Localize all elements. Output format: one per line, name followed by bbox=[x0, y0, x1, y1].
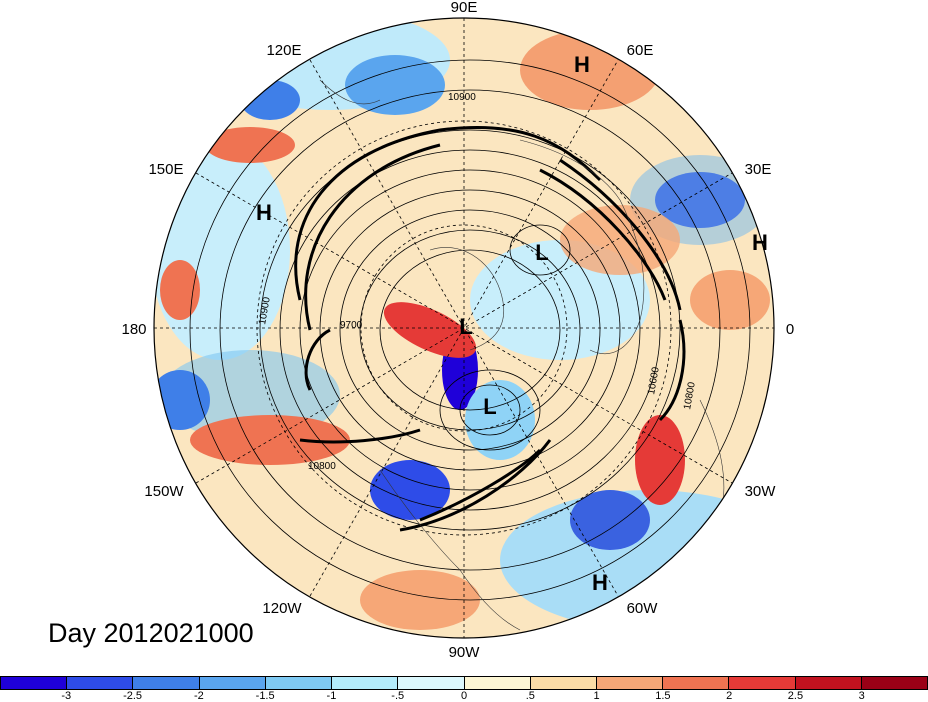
colorbar-segment bbox=[1, 677, 68, 689]
graticule bbox=[154, 18, 774, 638]
colorbar-segment bbox=[795, 677, 862, 689]
contour-label-10900-left: 10900 bbox=[257, 296, 273, 326]
colorbar-tick-label: 1 bbox=[593, 690, 600, 702]
low-center-1: L bbox=[535, 240, 548, 265]
colorbar-tick-label: 2.5 bbox=[787, 690, 804, 702]
lon-label-30e: 30E bbox=[745, 161, 772, 178]
high-center-3: H bbox=[752, 230, 768, 255]
low-center-2: L bbox=[459, 314, 472, 339]
colorbar-tick-label: -2 bbox=[193, 690, 204, 702]
lon-label-120e: 120E bbox=[266, 42, 301, 59]
colorbar-tick-label: -1 bbox=[326, 690, 337, 702]
polar-map: 90E 60E 30E 0 30W 60W 90W 120W 150W 180 … bbox=[121, 0, 794, 661]
colorbar-segment bbox=[67, 677, 134, 689]
lon-label-60e: 60E bbox=[627, 42, 654, 59]
colorbar-segment bbox=[729, 677, 796, 689]
low-center-3: L bbox=[483, 394, 496, 419]
contour-label-10600: 10600 bbox=[646, 366, 662, 396]
colorbar-tick-label: 2 bbox=[726, 690, 733, 702]
date-label: Day 2012021000 bbox=[48, 618, 254, 648]
map-boundary bbox=[153, 17, 775, 639]
contour-label-10900-top: 10900 bbox=[448, 92, 476, 103]
contour-label-9700: 9700 bbox=[340, 320, 363, 331]
colorbar-segment bbox=[199, 677, 266, 689]
colorbar-tick-label: 1.5 bbox=[655, 690, 671, 702]
coastlines bbox=[319, 79, 725, 631]
colorbar-tick-label: 0 bbox=[460, 690, 468, 702]
colorbar bbox=[0, 676, 928, 690]
jet-contours bbox=[294, 126, 686, 532]
high-center-4: H bbox=[592, 570, 608, 595]
height-contours bbox=[189, 59, 751, 601]
colorbar-tick-label: 3 bbox=[858, 690, 865, 702]
lon-label-150w: 150W bbox=[144, 483, 184, 500]
lon-label-90w: 90W bbox=[449, 644, 481, 661]
colorbar-segment bbox=[596, 677, 664, 689]
high-center-2: H bbox=[256, 200, 272, 225]
colorbar-tick-label: -.5 bbox=[391, 690, 405, 702]
colorbar-segment bbox=[133, 677, 200, 689]
colorbar-segment bbox=[398, 677, 465, 689]
colorbar-ticks: -3 -2.5 -2 -1.5 -1 -.5 0 .5 1 1.5 2 2.5 3 bbox=[0, 690, 928, 702]
colorbar-tick-label: -1.5 bbox=[255, 690, 275, 702]
lon-label-180: 180 bbox=[121, 321, 146, 338]
lon-label-120w: 120W bbox=[262, 600, 302, 617]
colorbar-tick-label: .5 bbox=[525, 690, 535, 702]
colorbar-segment bbox=[861, 677, 928, 689]
contour-label-10800-right: 10800 bbox=[682, 381, 698, 411]
colorbar-tick-label: -2.5 bbox=[123, 690, 143, 702]
contour-label-10800: 10800 bbox=[308, 461, 336, 472]
colorbar-segment bbox=[332, 677, 399, 689]
colorbar-segment bbox=[464, 677, 531, 689]
colorbar-segment bbox=[663, 677, 730, 689]
lon-label-90e: 90E bbox=[451, 0, 478, 16]
colorbar-segment bbox=[265, 677, 333, 689]
lon-label-0: 0 bbox=[786, 321, 794, 338]
lon-label-150e: 150E bbox=[148, 161, 183, 178]
lon-label-30w: 30W bbox=[745, 483, 777, 500]
colorbar-segment bbox=[530, 677, 597, 689]
colorbar-tick-label: -3 bbox=[61, 690, 72, 702]
high-center-1: H bbox=[574, 52, 590, 77]
lon-label-60w: 60W bbox=[627, 600, 659, 617]
